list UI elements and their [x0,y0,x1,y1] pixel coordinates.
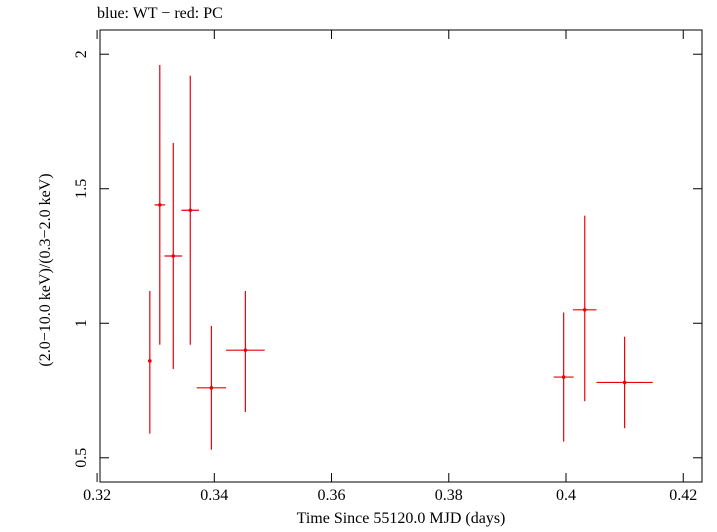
x-tick-label: 0.4 [556,487,576,504]
data-point [196,325,227,450]
x-tick-label: 0.36 [318,487,346,504]
data-point [226,290,265,413]
point-marker [171,254,176,258]
data-points [148,64,653,450]
x-axis-label: Time Since 55120.0 MJD (days) [296,510,506,527]
x-tick-label: 0.34 [200,487,228,504]
x-tick-label: 0.42 [669,487,697,504]
data-point [154,64,166,345]
data-point [573,215,597,402]
data-point [596,336,653,429]
point-marker [582,308,587,312]
plot-frame [99,29,703,483]
data-point [181,75,200,345]
x-tick-label: 0.32 [83,487,111,504]
point-marker [157,203,162,207]
chart-title: blue: WT − red: PC [97,5,223,22]
y-axis-ticks: 0.5 1 1.5 2 [73,50,702,468]
point-marker [561,375,566,379]
point-marker [148,359,152,363]
data-point [164,143,183,369]
data-point [553,312,574,442]
x-axis-ticks: 0.32 0.34 0.36 0.38 0.4 0.42 [83,30,697,504]
y-tick-label: 2 [73,50,90,58]
point-marker [209,386,214,390]
x-tick-label: 0.38 [435,487,463,504]
data-point [148,290,152,434]
point-marker [243,348,248,352]
y-tick-label: 1 [73,319,90,327]
point-marker [188,208,193,213]
point-marker [622,380,627,385]
y-tick-label: 1.5 [73,179,90,199]
y-tick-label: 0.5 [73,448,90,468]
